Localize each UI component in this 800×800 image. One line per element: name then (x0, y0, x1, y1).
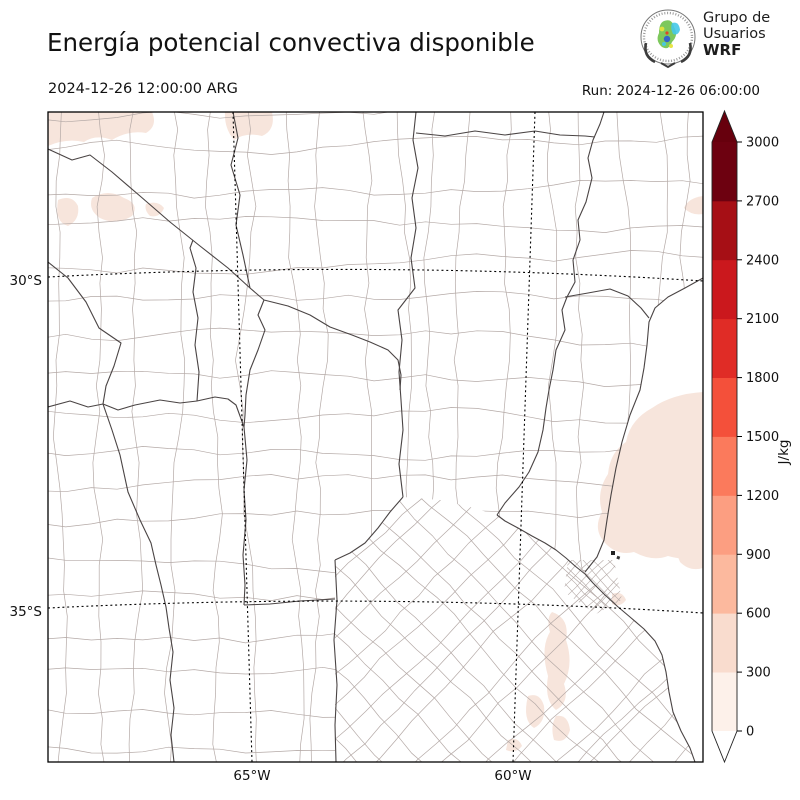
colorbar-segment (712, 436, 737, 496)
colorbar-segment (712, 142, 737, 202)
weather-emblem-icon (640, 9, 696, 69)
province-boundaries (48, 112, 703, 762)
colorbar-segment (712, 672, 737, 732)
colorbar-tick-label: 300 (746, 666, 771, 681)
cape-shading-low (48, 112, 703, 752)
colorbar-over-arrow (712, 111, 737, 142)
valid-time-label: 2024-12-26 12:00:00 ARG (48, 81, 238, 97)
colorbar-segment (712, 554, 737, 614)
colorbar-under-arrow (712, 731, 737, 762)
logo-line1: Grupo de (703, 10, 771, 26)
colorbar-tick-label: 600 (746, 607, 771, 622)
figure-title: Energía potencial convectiva disponible (47, 28, 535, 57)
colorbar-segment (712, 613, 737, 673)
colorbar-tick-label: 1800 (746, 371, 779, 386)
map-canvas (48, 112, 703, 762)
colorbar-segment (712, 495, 737, 555)
city-marker (611, 551, 615, 555)
logo-line2: Usuarios (703, 26, 766, 43)
y-axis-tick-label: 30°S (10, 273, 43, 289)
x-axis-tick-label: 65°W (233, 768, 270, 784)
colorbar-segment (712, 200, 737, 261)
colorbar-tick-label: 0 (746, 725, 754, 740)
colorbar-tick-label: 2100 (746, 312, 779, 327)
colorbar-segment (712, 259, 737, 320)
wrf-logo: Grupo de Usuarios WRF (637, 7, 797, 73)
colorbar-tick-label: 2400 (746, 253, 779, 268)
colorbar-tick-label: 1200 (746, 489, 779, 504)
colorbar-tick-label: 900 (746, 548, 771, 563)
colorbar-unit-label: J/kg (776, 440, 792, 466)
run-time-label: Run: 2024-12-26 06:00:00 (581, 83, 760, 99)
colorbar-segment (712, 377, 737, 437)
graticule (48, 112, 703, 762)
colorbar-segment (712, 318, 737, 378)
x-axis-tick-label: 60°W (494, 768, 531, 784)
colorbar-tick-label: 3000 (746, 136, 779, 151)
y-axis-tick-label: 35°S (10, 604, 43, 620)
colorbar: 0 300 600 900 1200 1500 1800 2100 2400 2700 3000 J/… (711, 109, 792, 764)
logo-line3: WRF (703, 41, 742, 60)
colorbar-tick-label: 2700 (746, 194, 779, 209)
map-frame (47, 111, 704, 763)
colorbar-tick-label: 1500 (746, 430, 779, 445)
